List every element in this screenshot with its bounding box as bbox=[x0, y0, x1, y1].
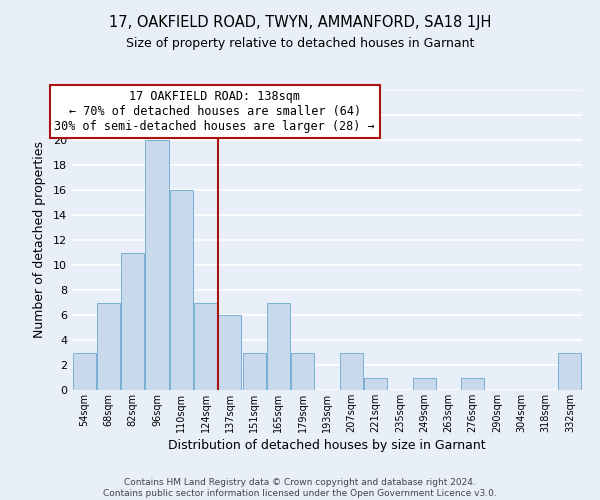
Bar bbox=[413, 378, 436, 390]
Bar bbox=[291, 352, 314, 390]
Text: 17, OAKFIELD ROAD, TWYN, AMMANFORD, SA18 1JH: 17, OAKFIELD ROAD, TWYN, AMMANFORD, SA18… bbox=[109, 15, 491, 30]
Bar bbox=[242, 352, 266, 390]
X-axis label: Distribution of detached houses by size in Garnant: Distribution of detached houses by size … bbox=[168, 439, 486, 452]
Bar bbox=[559, 352, 581, 390]
Bar bbox=[170, 190, 193, 390]
Bar bbox=[121, 252, 144, 390]
Text: Contains HM Land Registry data © Crown copyright and database right 2024.
Contai: Contains HM Land Registry data © Crown c… bbox=[103, 478, 497, 498]
Bar bbox=[145, 140, 169, 390]
Y-axis label: Number of detached properties: Number of detached properties bbox=[33, 142, 46, 338]
Bar bbox=[340, 352, 363, 390]
Bar bbox=[194, 302, 217, 390]
Text: 17 OAKFIELD ROAD: 138sqm
← 70% of detached houses are smaller (64)
30% of semi-d: 17 OAKFIELD ROAD: 138sqm ← 70% of detach… bbox=[55, 90, 375, 133]
Bar bbox=[218, 315, 241, 390]
Bar bbox=[364, 378, 387, 390]
Bar bbox=[73, 352, 95, 390]
Bar bbox=[461, 378, 484, 390]
Text: Size of property relative to detached houses in Garnant: Size of property relative to detached ho… bbox=[126, 38, 474, 51]
Bar bbox=[97, 302, 120, 390]
Bar bbox=[267, 302, 290, 390]
